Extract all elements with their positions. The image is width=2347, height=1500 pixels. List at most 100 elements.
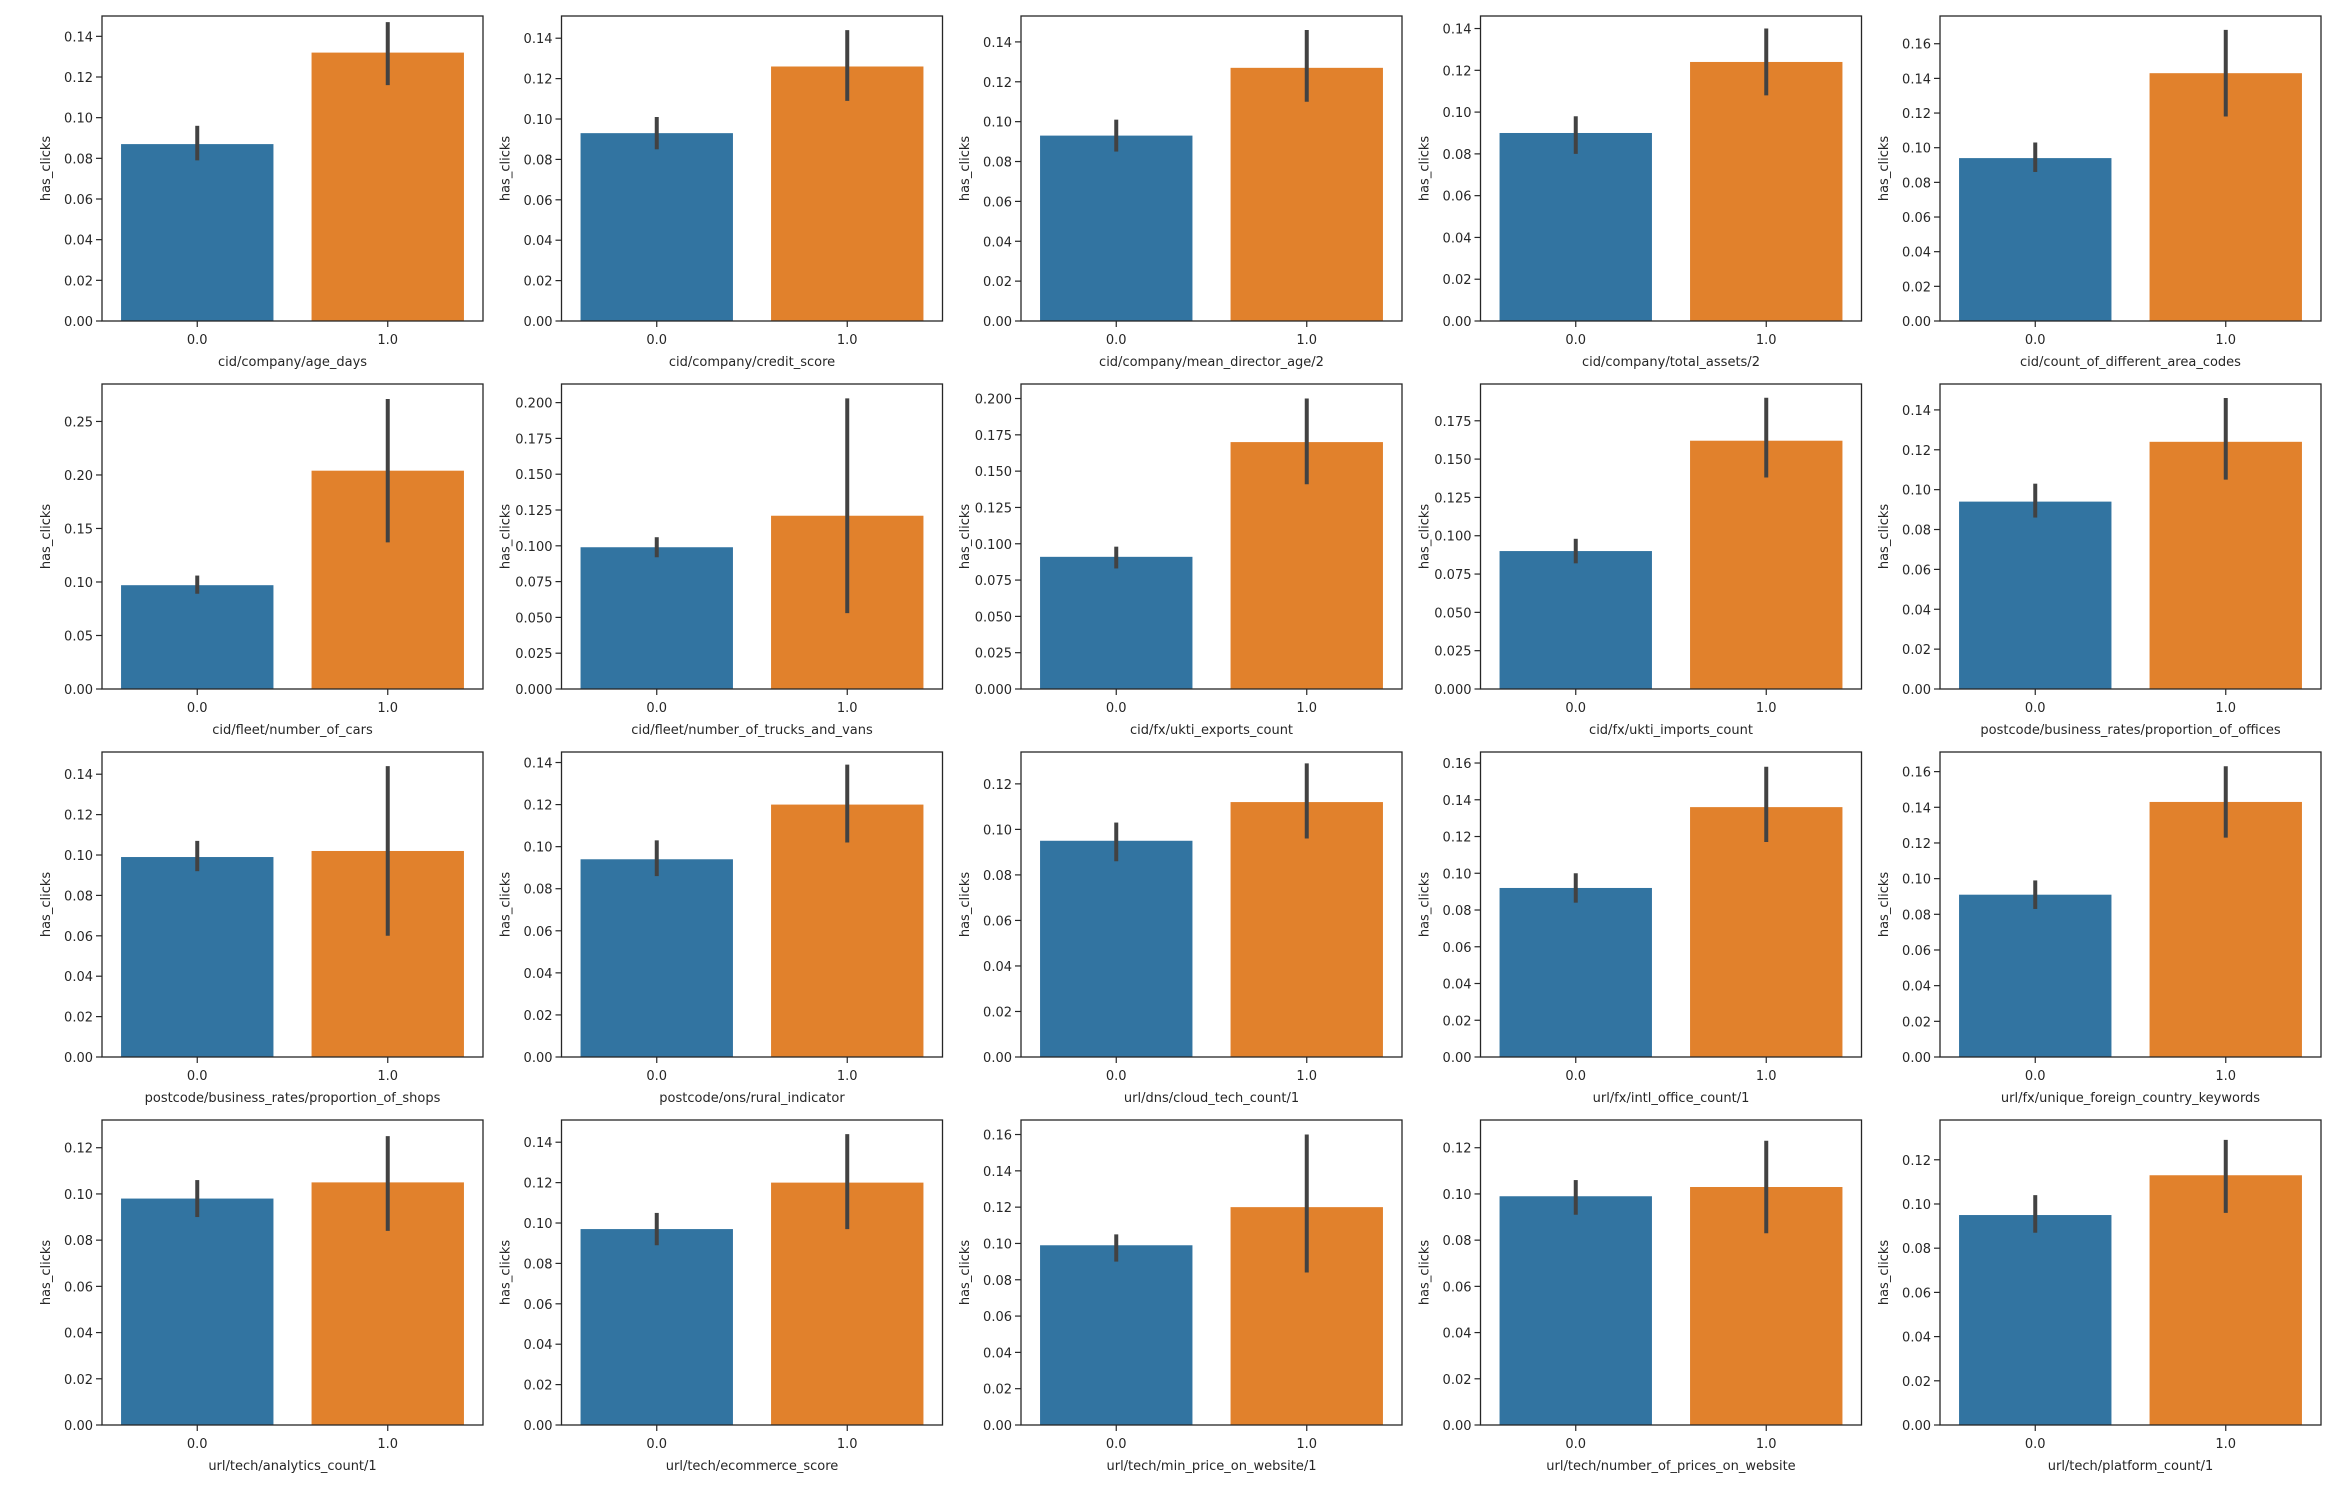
x-axis-label: url/fx/intl_office_count/1: [1593, 1091, 1750, 1106]
y-tick-label: 0.02: [64, 1011, 93, 1026]
y-axis-label: has_clicks: [39, 1240, 54, 1306]
y-tick-label: 0.00: [64, 1051, 93, 1066]
y-axis-label: has_clicks: [39, 136, 54, 202]
y-tick-label: 0.16: [983, 1129, 1012, 1144]
y-tick-label: 0.02: [64, 274, 93, 289]
y-tick-label: 0.08: [1902, 1242, 1931, 1257]
y-tick-label: 0.08: [1443, 1234, 1472, 1249]
x-tick-label: 1.0: [837, 333, 858, 348]
y-tick-label: 0.06: [1443, 190, 1472, 205]
bar-1.0: [1690, 61, 1843, 322]
y-tick-label: 0.02: [983, 275, 1012, 290]
x-tick-label: 0.0: [1565, 1437, 1586, 1452]
y-tick-label: 0.00: [1902, 683, 1931, 698]
y-tick-label: 0.12: [1902, 1154, 1931, 1169]
subplot: 0.0 1.0 0.00 0.05 0.10 0.15 0.20 0.25 cid/fleet/…: [39, 383, 484, 738]
y-tick-label: 0.02: [1902, 1015, 1931, 1030]
y-tick-label: 0.04: [1443, 1327, 1472, 1342]
bar-0.0: [1959, 501, 2112, 689]
y-tick-label: 0.02: [1443, 273, 1472, 288]
y-tick-label: 0.200: [515, 397, 552, 412]
y-tick-label: 0.25: [64, 415, 93, 430]
y-tick-label: 0.00: [983, 1419, 1012, 1434]
subplot: 0.0 1.0 0.000 0.025 0.050 0.075 0.100 0.125 0.15…: [958, 383, 1403, 738]
y-tick-label: 0.06: [64, 930, 93, 945]
x-tick-label: 1.0: [377, 1437, 398, 1452]
y-tick-label: 0.04: [1902, 603, 1931, 618]
axes-frame: [1479, 751, 1863, 1058]
y-tick-label: 0.06: [1902, 211, 1931, 226]
y-tick-label: 0.08: [1902, 176, 1931, 191]
y-tick-label: 0.08: [983, 156, 1012, 171]
bar-0.0: [1959, 894, 2112, 1057]
x-axis-label: cid/fx/ukti_exports_count: [1130, 723, 1293, 738]
y-tick-label: 0.12: [64, 1142, 93, 1157]
x-tick-label: 0.0: [646, 1437, 667, 1452]
x-axis-label: cid/fx/ukti_imports_count: [1589, 723, 1753, 738]
y-tick-label: 0.06: [1443, 1280, 1472, 1295]
axes-frame: [101, 1119, 484, 1426]
y-tick-label: 0.10: [524, 841, 553, 856]
subplot: 0.0 1.0 0.00 0.02 0.04 0.06 0.08 0.10 0.12 0.14 ci…: [39, 15, 484, 370]
y-tick-label: 0.06: [64, 193, 93, 208]
y-tick-label: 0.00: [1443, 1419, 1472, 1434]
y-axis-label: has_clicks: [1418, 136, 1433, 202]
subplot: 0.0 1.0 0.00 0.02 0.04 0.06 0.08 0.10 0.12 url/te…: [39, 1119, 484, 1474]
y-tick-label: 0.00: [983, 315, 1012, 330]
bar-0.0: [121, 857, 274, 1057]
y-tick-label: 0.00: [1902, 1051, 1931, 1066]
bar-1.0: [771, 66, 924, 321]
y-axis-label: has_clicks: [958, 504, 973, 570]
x-tick-label: 1.0: [1296, 333, 1317, 348]
y-tick-label: 0.08: [1902, 524, 1931, 539]
x-tick-label: 0.0: [187, 1069, 208, 1084]
bar-0.0: [1499, 887, 1652, 1057]
y-axis-label: has_clicks: [958, 872, 973, 938]
y-tick-label: 0.02: [64, 1373, 93, 1388]
y-tick-label: 0.04: [1443, 231, 1472, 246]
y-tick-label: 0.075: [975, 574, 1012, 589]
x-axis-label: url/tech/ecommerce_score: [666, 1459, 839, 1474]
x-tick-label: 0.0: [2025, 701, 2046, 716]
x-axis-label: postcode/business_rates/proportion_of_of…: [1980, 723, 2280, 738]
x-tick-label: 0.0: [187, 701, 208, 716]
y-tick-label: 0.06: [64, 1280, 93, 1295]
x-tick-label: 1.0: [1756, 333, 1777, 348]
y-tick-label: 0.125: [515, 504, 552, 519]
subplot: 0.0 1.0 0.00 0.02 0.04 0.06 0.08 0.10 0.12 url/te…: [1418, 1119, 1863, 1474]
x-axis-label: cid/company/credit_score: [669, 355, 835, 370]
y-tick-label: 0.12: [524, 73, 553, 88]
y-tick-label: 0.025: [975, 647, 1012, 662]
y-tick-label: 0.12: [1443, 64, 1472, 79]
subplot: 0.0 1.0 0.000 0.025 0.050 0.075 0.100 0.125 0.15…: [1418, 383, 1863, 738]
x-tick-label: 1.0: [1756, 701, 1777, 716]
x-tick-label: 0.0: [646, 701, 667, 716]
bar-0.0: [121, 1198, 274, 1425]
subplot: 0.0 1.0 0.00 0.02 0.04 0.06 0.08 0.10 0.12 url/te…: [1877, 1119, 2322, 1474]
y-tick-label: 0.00: [1902, 315, 1931, 330]
y-tick-label: 0.12: [64, 71, 93, 86]
y-tick-label: 0.04: [1902, 246, 1931, 261]
y-axis-label: has_clicks: [1418, 1240, 1433, 1306]
y-axis-label: has_clicks: [499, 504, 514, 570]
axes-frame: [1479, 15, 1863, 322]
bar-0.0: [121, 144, 274, 321]
y-tick-label: 0.06: [1902, 944, 1931, 959]
axes-frame: [1479, 383, 1863, 690]
x-axis-label: url/tech/number_of_prices_on_website: [1546, 1459, 1795, 1474]
y-tick-label: 0.14: [1443, 23, 1472, 38]
y-tick-label: 0.08: [1902, 908, 1931, 923]
y-tick-label: 0.02: [983, 1383, 1012, 1398]
y-tick-label: 0.12: [983, 76, 1012, 91]
y-tick-label: 0.02: [524, 1379, 553, 1394]
y-tick-label: 0.16: [1902, 38, 1931, 53]
subplot: 0.0 1.0 0.00 0.02 0.04 0.06 0.08 0.10 0.12 0.14 po…: [499, 751, 944, 1106]
x-tick-label: 0.0: [2025, 1069, 2046, 1084]
axes-frame: [1020, 15, 1403, 322]
x-axis-label: cid/fleet/number_of_cars: [212, 723, 373, 738]
x-tick-label: 0.0: [1565, 1069, 1586, 1084]
y-tick-label: 0.06: [1443, 941, 1472, 956]
y-tick-label: 0.000: [1434, 683, 1471, 698]
bar-0.0: [1040, 1245, 1193, 1425]
y-tick-label: 0.16: [1902, 766, 1931, 781]
